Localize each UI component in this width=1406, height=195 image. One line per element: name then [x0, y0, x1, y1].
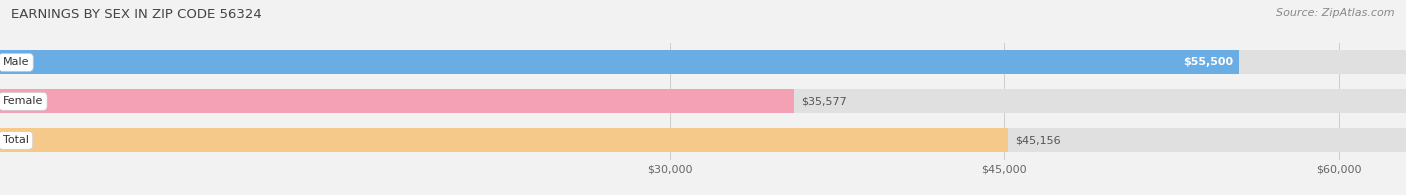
Text: $55,500: $55,500 [1182, 57, 1233, 67]
Text: $45,156: $45,156 [1015, 135, 1060, 145]
Text: EARNINGS BY SEX IN ZIP CODE 56324: EARNINGS BY SEX IN ZIP CODE 56324 [11, 8, 262, 21]
Bar [0, 128, 1008, 152]
Text: Male: Male [3, 57, 30, 67]
Text: Female: Female [3, 96, 44, 106]
Bar [0, 89, 1406, 113]
Bar [0, 50, 1406, 74]
Text: Total: Total [3, 135, 28, 145]
Text: $35,577: $35,577 [801, 96, 846, 106]
Text: Source: ZipAtlas.com: Source: ZipAtlas.com [1277, 8, 1395, 18]
Bar [0, 89, 794, 113]
Bar [0, 128, 1406, 152]
Bar [0, 50, 1239, 74]
